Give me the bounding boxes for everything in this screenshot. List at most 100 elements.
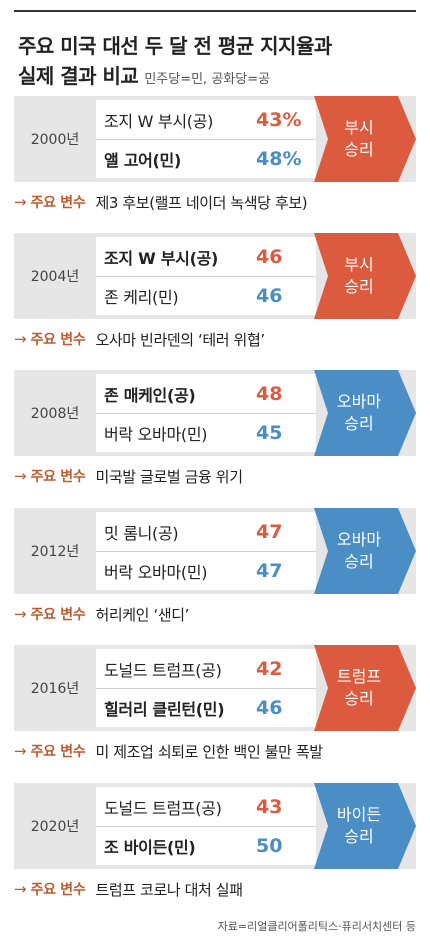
winner-name: 부시 <box>344 255 374 274</box>
candidate-name: 존 케리(민) <box>104 288 179 307</box>
candidate-row-republican: 밋 롬니(공) 47 <box>96 512 316 551</box>
candidate-percent: 45 <box>256 422 283 444</box>
title-line-2: 실제 결과 비교 민주당=민, 공화당=공 <box>18 60 270 89</box>
arrow-right-icon: → <box>14 605 27 623</box>
candidate-box: 도널드 트럼프(공) 42 힐러리 클린턴(민) 46 <box>96 649 316 727</box>
candidate-name: 힐러리 클린턴(민) <box>104 700 225 719</box>
candidate-percent: 48% <box>256 148 302 170</box>
arrow-shape-icon <box>314 508 416 594</box>
arrow-right-icon: → <box>14 330 27 348</box>
arrow-shape-icon <box>314 370 416 456</box>
candidate-row-democrat: 존 케리(민) 46 <box>96 276 316 315</box>
key-variable-label: 주요 변수 <box>30 332 86 348</box>
key-variable-text: 미 제조업 쇠퇴로 인한 백인 불만 폭발 <box>95 742 323 761</box>
candidate-row-democrat: 버락 오바마(민) 45 <box>96 413 316 452</box>
candidate-row-democrat: 버락 오바마(민) 47 <box>96 551 316 590</box>
key-variable: → 주요 변수 제3 후보(랠프 네이더 녹색당 후보) <box>14 190 416 214</box>
candidate-percent: 46 <box>256 245 283 268</box>
candidate-name: 버락 오바마(민) <box>104 563 208 582</box>
result-arrow: 오바마 승리 <box>314 370 416 456</box>
key-variable-text: 미국발 글로벌 금융 위기 <box>95 467 243 486</box>
candidate-percent: 47 <box>256 520 283 543</box>
winner-name: 부시 <box>344 118 374 137</box>
candidate-percent: 47 <box>256 560 283 582</box>
winner-name: 바이든 <box>336 805 382 824</box>
candidate-box: 조지 W 부시(공) 43% 앨 고어(민) 48% <box>96 100 316 178</box>
key-variable: → 주요 변수 오사마 빈라덴의 ‘테러 위협’ <box>14 327 416 351</box>
candidate-percent: 43 <box>256 795 283 818</box>
candidate-row-democrat: 조 바이든(민) 50 <box>96 826 316 865</box>
winner-outcome: 승리 <box>344 827 374 846</box>
key-variable-label: 주요 변수 <box>30 607 86 623</box>
candidate-row-republican: 조지 W 부시(공) 43% <box>96 100 316 139</box>
candidate-name: 조 바이든(민) <box>104 838 196 857</box>
year-label: 2012년 <box>30 544 80 560</box>
arrow-right-icon: → <box>14 742 27 760</box>
candidate-box: 밋 롬니(공) 47 버락 오바마(민) 47 <box>96 512 316 590</box>
candidate-name: 밋 롬니(공) <box>104 523 179 543</box>
top-rule <box>14 10 416 12</box>
key-variable-text: 오사마 빈라덴의 ‘테러 위협’ <box>95 330 265 349</box>
candidate-row-republican: 도널드 트럼프(공) 43 <box>96 787 316 826</box>
key-variable: → 주요 변수 트럼프 코로나 대처 실패 <box>14 877 416 901</box>
year-label: 2004년 <box>30 269 80 285</box>
election-block-5: 2020년 도널드 트럼프(공) 43 조 바이든(민) 50 바이든 승리 → 주요 변수 트럼… <box>14 783 416 907</box>
election-block-2: 2008년 존 매케인(공) 48 버락 오바마(민) 45 오바마 승리 → 주요 변수 미국발… <box>14 370 416 494</box>
candidate-name: 도널드 트럼프(공) <box>104 660 222 680</box>
candidate-name: 도널드 트럼프(공) <box>104 798 222 818</box>
key-variable-text: 트럼프 코로나 대처 실패 <box>95 880 243 899</box>
title-line-1: 주요 미국 대선 두 달 전 평균 지지율과 <box>18 34 332 58</box>
key-variable: → 주요 변수 미 제조업 쇠퇴로 인한 백인 불만 폭발 <box>14 739 416 763</box>
candidate-row-democrat: 앨 고어(민) 48% <box>96 139 316 178</box>
arrow-shape-icon <box>314 645 416 731</box>
arrow-right-icon: → <box>14 467 27 485</box>
election-block-1: 2004년 조지 W 부시(공) 46 존 케리(민) 46 부시 승리 → 주요 변수 오사마 … <box>14 233 416 357</box>
year-label: 2000년 <box>30 132 80 148</box>
candidate-name: 버락 오바마(민) <box>104 425 208 444</box>
arrow-shape-icon <box>314 96 416 182</box>
candidate-percent: 50 <box>256 835 283 857</box>
candidate-name: 존 매케인(공) <box>104 385 196 405</box>
candidate-row-democrat: 힐러리 클린턴(민) 46 <box>96 688 316 727</box>
candidate-box: 존 매케인(공) 48 버락 오바마(민) 45 <box>96 374 316 452</box>
candidate-percent: 46 <box>256 285 283 307</box>
election-block-0: 2000년 조지 W 부시(공) 43% 앨 고어(민) 48% 부시 승리 → 주요 변수 제3… <box>14 96 416 220</box>
result-text: 부시 승리 <box>314 233 404 319</box>
arrow-right-icon: → <box>14 880 27 898</box>
candidate-row-republican: 존 매케인(공) 48 <box>96 374 316 413</box>
key-variable-text: 제3 후보(랠프 네이더 녹색당 후보) <box>95 193 308 212</box>
election-block-4: 2016년 도널드 트럼프(공) 42 힐러리 클린턴(민) 46 트럼프 승리 → 주요 변수… <box>14 645 416 769</box>
year-label: 2008년 <box>30 406 80 422</box>
key-variable-label: 주요 변수 <box>30 469 86 485</box>
candidate-row-republican: 도널드 트럼프(공) 42 <box>96 649 316 688</box>
winner-name: 오바마 <box>336 530 382 549</box>
candidate-percent: 48 <box>256 382 283 405</box>
candidate-name: 앨 고어(민) <box>104 151 181 170</box>
candidate-box: 도널드 트럼프(공) 43 조 바이든(민) 50 <box>96 787 316 865</box>
source-note: 자료=리얼클리어폴리틱스·퓨리서치센터 등 <box>217 920 416 933</box>
result-arrow: 부시 승리 <box>314 233 416 319</box>
key-variable-label: 주요 변수 <box>30 195 86 211</box>
winner-outcome: 승리 <box>344 689 374 708</box>
result-text: 오바마 승리 <box>314 370 404 456</box>
arrow-shape-icon <box>314 783 416 869</box>
winner-outcome: 승리 <box>344 414 374 433</box>
candidate-name: 조지 W 부시(공) <box>104 248 219 268</box>
key-variable: → 주요 변수 허리케인 ‘샌디’ <box>14 602 416 626</box>
title-line-2-text: 실제 결과 비교 <box>18 64 139 88</box>
candidate-percent: 42 <box>256 657 283 680</box>
winner-outcome: 승리 <box>344 552 374 571</box>
year-label: 2016년 <box>30 681 80 697</box>
candidate-name: 조지 W 부시(공) <box>104 111 214 131</box>
candidate-row-republican: 조지 W 부시(공) 46 <box>96 237 316 276</box>
winner-outcome: 승리 <box>344 140 374 159</box>
winner-name: 트럼프 <box>336 667 382 686</box>
candidate-percent: 43% <box>256 108 302 131</box>
key-variable-label: 주요 변수 <box>30 882 86 898</box>
